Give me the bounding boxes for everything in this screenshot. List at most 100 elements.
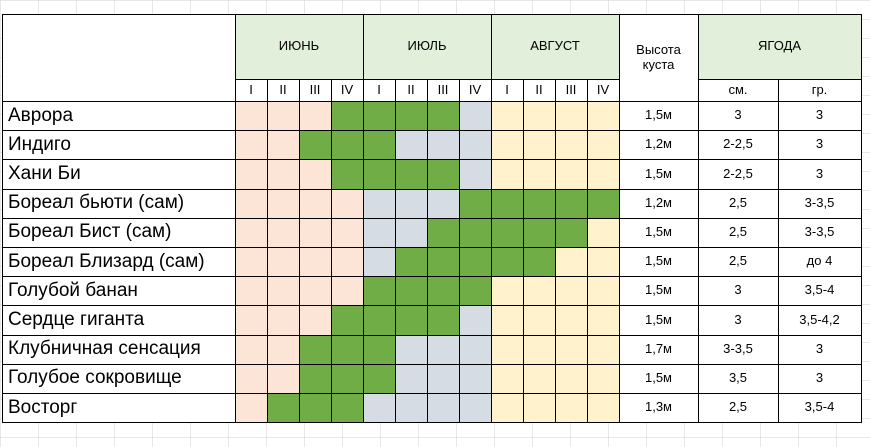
bush-height: 1,5м — [644, 223, 672, 239]
cell-border — [587, 79, 588, 423]
calendar-cell — [427, 393, 459, 423]
ripening-cell — [459, 217, 491, 247]
calendar-cell — [427, 363, 459, 393]
month-header-cell — [491, 14, 619, 79]
ripening-cell — [523, 247, 555, 277]
calendar-cell — [587, 305, 619, 335]
berry-size: 3,5 — [728, 369, 748, 385]
cell-border — [2, 364, 862, 365]
berry-weight: 3,5-4 — [804, 282, 835, 298]
calendar-cell — [459, 363, 491, 393]
calendar-cell — [587, 334, 619, 364]
calendar-cell — [235, 393, 267, 423]
ripening-cell — [363, 363, 395, 393]
week-header-III: III — [437, 81, 449, 97]
calendar-cell — [363, 217, 395, 247]
ripening-cell — [491, 217, 523, 247]
variety-name: Сердце гиганта — [8, 309, 145, 331]
calendar-cell — [267, 101, 299, 131]
berry-weight: 3-3,5 — [804, 223, 835, 239]
calendar-cell — [267, 363, 299, 393]
calendar-cell — [491, 159, 523, 189]
bush-height: 1,3м — [644, 399, 672, 415]
calendar-cell — [235, 159, 267, 189]
ripening-cell — [267, 393, 299, 423]
cell-border — [267, 79, 268, 423]
calendar-cell — [523, 334, 555, 364]
calendar-cell — [363, 247, 395, 277]
calendar-cell — [267, 305, 299, 335]
ripening-cell — [331, 305, 363, 335]
ripening-cell — [587, 188, 619, 218]
cell-border — [395, 79, 396, 423]
calendar-cell — [523, 101, 555, 131]
calendar-cell — [395, 130, 427, 160]
calendar-cell — [331, 247, 363, 277]
ripening-cell — [395, 247, 427, 277]
calendar-cell — [587, 159, 619, 189]
cell-border — [698, 79, 862, 80]
calendar-cell — [331, 276, 363, 306]
calendar-cell — [523, 130, 555, 160]
ripening-cell — [363, 130, 395, 160]
bush-height-header: Высота куста — [636, 41, 681, 72]
calendar-cell — [555, 247, 587, 277]
berry-weight: 3 — [815, 136, 824, 152]
cell-border — [2, 276, 862, 277]
calendar-cell — [459, 101, 491, 131]
week-header-IV: IV — [340, 81, 354, 97]
calendar-cell — [395, 188, 427, 218]
cell-border — [2, 189, 862, 190]
calendar-cell — [235, 130, 267, 160]
ripening-cell — [395, 305, 427, 335]
ripening-cell — [427, 159, 459, 189]
berry-header: ЯГОДА — [758, 38, 801, 54]
gridline-horizontal — [0, 0, 870, 1]
cell-border — [619, 14, 620, 423]
calendar-cell — [235, 188, 267, 218]
cell-border — [2, 14, 3, 423]
berry-weight: 3-3,5 — [804, 194, 835, 210]
ripening-cell — [299, 130, 331, 160]
calendar-cell — [491, 130, 523, 160]
calendar-cell — [299, 217, 331, 247]
gridline-horizontal — [0, 437, 870, 438]
calendar-cell — [395, 363, 427, 393]
berry-size: 3-3,5 — [723, 340, 753, 356]
calendar-cell — [523, 393, 555, 423]
calendar-cell — [267, 247, 299, 277]
calendar-cell — [235, 305, 267, 335]
berry-weight: 3,5-4,2 — [799, 311, 840, 327]
month-header-cell — [363, 14, 491, 79]
bush-height: 1,5м — [644, 253, 672, 269]
calendar-cell — [555, 159, 587, 189]
calendar-cell — [491, 334, 523, 364]
calendar-cell — [363, 393, 395, 423]
ripening-cell — [395, 101, 427, 131]
ripening-cell — [459, 276, 491, 306]
calendar-cell — [299, 247, 331, 277]
month-header-2: ИЮЛЬ — [407, 38, 447, 54]
week-header-II: II — [535, 81, 543, 97]
calendar-cell — [523, 276, 555, 306]
cell-border — [427, 79, 428, 423]
berry-weight: 3 — [815, 165, 824, 181]
calendar-cell — [235, 363, 267, 393]
calendar-cell — [587, 247, 619, 277]
ripening-cell — [395, 159, 427, 189]
cell-border — [861, 14, 862, 423]
cell-border — [299, 79, 300, 423]
ripening-cell — [491, 188, 523, 218]
cell-border — [491, 14, 492, 423]
calendar-cell — [235, 217, 267, 247]
berry-size: 2-2,5 — [723, 165, 753, 181]
berry-weight-subheader: гр. — [811, 81, 828, 97]
calendar-cell — [267, 276, 299, 306]
calendar-cell — [459, 305, 491, 335]
calendar-cell — [587, 130, 619, 160]
cell-border — [2, 247, 862, 248]
month-header-1: ИЮНЬ — [278, 38, 320, 54]
berry-weight: до 4 — [806, 253, 833, 269]
ripening-cell — [523, 217, 555, 247]
